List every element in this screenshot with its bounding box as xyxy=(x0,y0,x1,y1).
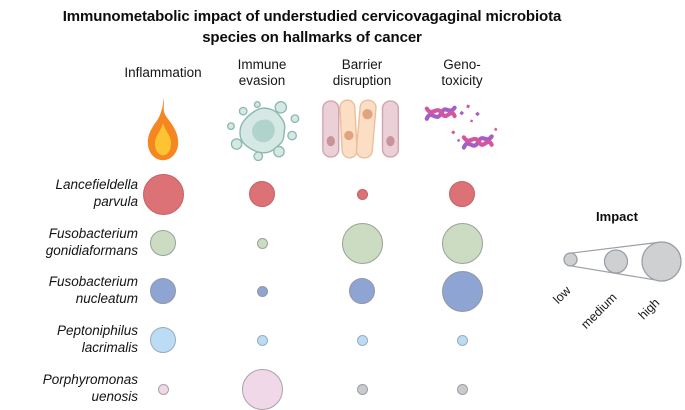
bubble-peptoniphilus-lacrimalis-barrier-disruption xyxy=(356,334,368,346)
column-header-immune-evasion: Immune evasion xyxy=(237,56,287,88)
bubble-porphyromonas-uenosis-inflammation xyxy=(157,383,169,395)
bubble-fusobacterium-gonidiaformans-inflammation xyxy=(150,230,176,256)
bubble-lancefieldella-parvula-immune-evasion xyxy=(249,181,275,207)
species-label-porphyromonas-uenosis: Porphyromonas uenosis xyxy=(42,372,138,404)
bubble-peptoniphilus-lacrimalis-immune-evasion xyxy=(256,334,268,346)
legend-circle-medium xyxy=(603,249,629,274)
bubble-peptoniphilus-lacrimalis-inflammation xyxy=(150,327,176,353)
bubble-fusobacterium-nucleatum-immune-evasion xyxy=(256,285,268,297)
legend-label-high: high xyxy=(635,295,663,323)
column-header-barrier-disruption: Barrier disruption xyxy=(332,56,392,88)
flame-icon xyxy=(118,92,208,166)
bubble-fusobacterium-gonidiaformans-genotoxicity xyxy=(441,222,483,264)
bubble-fusobacterium-nucleatum-genotoxicity xyxy=(441,270,483,312)
bubble-lancefieldella-parvula-barrier-disruption xyxy=(356,188,368,200)
legend-circle-high xyxy=(641,241,682,282)
bubble-porphyromonas-uenosis-immune-evasion xyxy=(241,368,283,410)
species-label-lancefieldella-parvula: Lancefieldella parvula xyxy=(55,177,138,209)
legend-circle-low xyxy=(563,252,578,267)
legend-size-cone xyxy=(563,241,682,282)
legend-label-medium: medium xyxy=(578,290,620,332)
bubble-fusobacterium-nucleatum-inflammation xyxy=(150,278,176,304)
bubble-lancefieldella-parvula-genotoxicity xyxy=(449,181,475,207)
legend-title: Impact xyxy=(596,209,638,224)
bubble-fusobacterium-nucleatum-barrier-disruption xyxy=(349,278,375,304)
bubble-fusobacterium-gonidiaformans-immune-evasion xyxy=(256,237,268,249)
bubble-fusobacterium-gonidiaformans-barrier-disruption xyxy=(341,222,383,264)
cancer-cell-icon xyxy=(217,92,307,166)
figure-title: Immunometabolic impact of understudied c… xyxy=(62,8,562,46)
species-label-fusobacterium-gonidiaformans: Fusobacterium gonidiaformans xyxy=(45,226,138,258)
column-header-genotoxicity: Geno-toxicity xyxy=(441,56,483,88)
column-header-inflammation: Inflammation xyxy=(124,64,202,80)
bubble-peptoniphilus-lacrimalis-genotoxicity xyxy=(456,334,468,346)
damaged-dna-icon xyxy=(417,92,507,166)
bubble-porphyromonas-uenosis-barrier-disruption xyxy=(356,383,368,395)
species-label-fusobacterium-nucleatum: Fusobacterium nucleatum xyxy=(48,274,138,306)
epithelial-barrier-icon xyxy=(317,92,407,166)
bubble-porphyromonas-uenosis-genotoxicity xyxy=(456,383,468,395)
species-label-peptoniphilus-lacrimalis: Peptoniphilus lacrimalis xyxy=(56,323,138,355)
bubble-lancefieldella-parvula-inflammation xyxy=(142,173,184,215)
